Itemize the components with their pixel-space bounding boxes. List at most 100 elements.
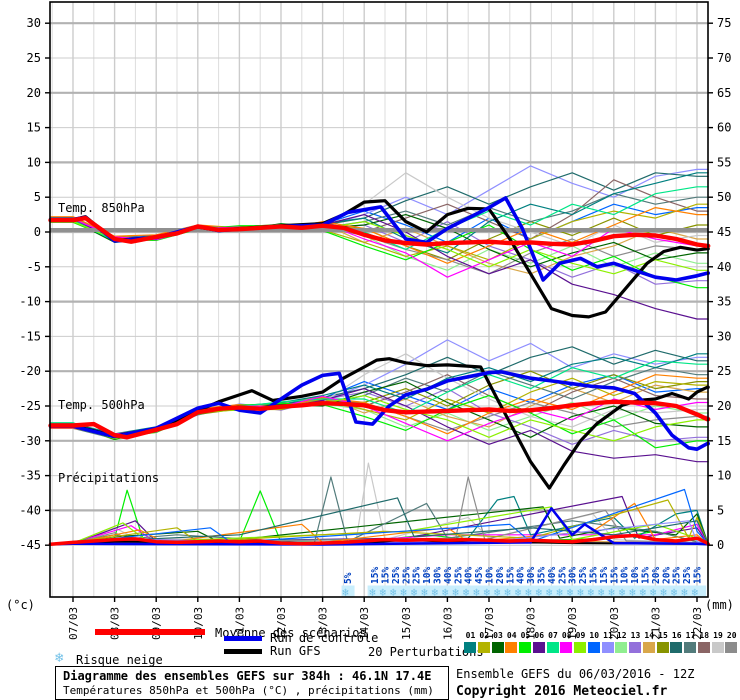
- legend-control-label: Run de contrôle: [270, 631, 379, 645]
- left-axis-tick-label: -45: [19, 538, 41, 552]
- left-axis-tick-label: -5: [27, 260, 41, 274]
- perturbation-swatch-06: 06: [532, 631, 546, 653]
- perturbation-number: 01: [465, 631, 476, 640]
- snowflake-icon: ❄: [567, 586, 574, 599]
- legend-gfs-line-sample: [224, 649, 262, 654]
- gfs-line-t500: [48, 357, 710, 490]
- member-line-02-precip: [49, 499, 709, 545]
- perturbation-number: 02: [479, 631, 490, 640]
- snowflake-icon: ❄: [463, 586, 470, 599]
- perturbation-color-box: [587, 642, 600, 653]
- snow-risk-percent: 10%: [630, 567, 641, 584]
- snow-risk-percent: 25%: [557, 567, 568, 584]
- right-axis-tick-label: 70: [717, 51, 731, 65]
- perturbation-number: 07: [548, 631, 558, 640]
- legend-mean-line-sample: [95, 629, 205, 635]
- perturbation-number: 17: [685, 631, 696, 640]
- x-axis-date-label: 21/03: [649, 607, 662, 640]
- snowflake-icon: ❄: [442, 586, 449, 599]
- perturbation-number: 09: [575, 631, 586, 640]
- perturbation-swatch-02: 02: [477, 631, 491, 653]
- snow-risk-percent: 15%: [609, 567, 620, 584]
- snowflake-icon: ❄: [640, 586, 647, 599]
- perturbation-color-box: [491, 642, 504, 653]
- member-line-04-t850: [49, 207, 709, 264]
- snow-risk-percent: 15%: [370, 567, 381, 584]
- snow-risk-percent: 40%: [547, 567, 558, 584]
- snow-risk-percent: 45%: [474, 567, 485, 584]
- perturbation-swatch-12: 12: [615, 631, 628, 653]
- left-axis-tick-label: -35: [19, 469, 41, 483]
- left-axis-tick-label: -40: [19, 503, 41, 517]
- right-axis-tick-label: 45: [717, 225, 731, 239]
- member-line-07-t500: [49, 360, 709, 439]
- snowflake-icon: ❄: [380, 586, 387, 599]
- snowflake-icon: ❄: [629, 586, 636, 599]
- snow-risk-percent: 25%: [453, 567, 464, 584]
- perturbation-color-box: [615, 642, 628, 653]
- snow-risk-percent: 25%: [391, 567, 402, 584]
- perturbation-number: 13: [630, 631, 641, 640]
- snow-risk-percent: 5%: [343, 572, 354, 584]
- left-axis-tick-label: -30: [19, 434, 41, 448]
- perturbation-swatch-10: 10: [587, 631, 601, 653]
- left-axis-tick-label: -10: [19, 295, 41, 309]
- panel-label-500: Temp. 500hPa: [58, 398, 145, 412]
- perturbation-color-box: [711, 642, 724, 653]
- perturbation-number: 15: [658, 631, 668, 640]
- snow-risk-percent: 25%: [578, 567, 589, 584]
- x-axis-date-label: 20/03: [608, 607, 621, 640]
- perturbation-color-box: [464, 642, 476, 653]
- left-axis-tick-label: 10: [27, 155, 41, 169]
- x-axis-date-label: 10/03: [192, 607, 205, 640]
- snow-risk-percent: 35%: [537, 567, 548, 584]
- perturbation-number: 14: [644, 631, 655, 640]
- right-axis-tick-label: 0: [717, 538, 724, 552]
- snowflake-icon: ❄: [55, 650, 64, 666]
- perturbation-color-box: [601, 642, 614, 653]
- perturbation-color-box: [532, 642, 545, 653]
- snowflake-icon: ❄: [671, 586, 678, 599]
- snowflake-icon: ❄: [525, 586, 532, 599]
- snowflake-icon: ❄: [660, 586, 667, 599]
- perturbation-number: 05: [520, 631, 531, 640]
- left-axis-tick-label: -20: [19, 364, 41, 378]
- snowflake-icon: ❄: [650, 586, 657, 599]
- snow-risk-percent: 20%: [651, 567, 662, 584]
- snowflake-icon: ❄: [390, 586, 397, 599]
- left-axis-unit: (°c): [6, 598, 35, 612]
- perturbation-swatch-09: 09: [574, 631, 587, 653]
- left-axis-tick-label: 30: [27, 16, 41, 30]
- perturbation-color-box: [477, 642, 490, 653]
- perturbation-swatch-03: 03: [491, 631, 505, 653]
- perturbation-number: 06: [534, 631, 545, 640]
- left-axis-tick-label: 0: [34, 225, 41, 239]
- perturbation-color-box: [560, 642, 573, 653]
- left-axis-tick-label: -15: [19, 329, 41, 343]
- left-axis-tick-label: 5: [34, 190, 41, 204]
- snow-risk-percent: 40%: [443, 567, 454, 584]
- mean-line-precip: [48, 533, 710, 546]
- snowflake-icon: ❄: [400, 586, 407, 599]
- snow-risk-percent: 30%: [526, 567, 537, 584]
- snowflake-icon: ❄: [681, 586, 688, 599]
- snowflake-icon: ❄: [342, 586, 349, 599]
- right-axis-tick-label: 20: [717, 399, 731, 413]
- diagram-title: Diagramme des ensembles GEFS sur 384h : …: [63, 669, 432, 683]
- diagram-subtitle: Températures 850hPa et 500hPa (°C) , pré…: [63, 684, 434, 697]
- x-axis-date-label: 15/03: [400, 607, 413, 640]
- snowflake-icon: ❄: [577, 586, 584, 599]
- perturbation-swatch-04: 04: [505, 631, 518, 653]
- snowflake-icon: ❄: [588, 586, 595, 599]
- snowflake-icon: ❄: [411, 586, 418, 599]
- snow-risk-percent: 15%: [505, 567, 516, 584]
- right-axis-tick-label: 55: [717, 155, 731, 169]
- perturbation-color-box: [519, 642, 531, 653]
- perturbation-swatch-13: 13: [629, 631, 642, 653]
- x-axis-date-label: 08/03: [109, 607, 122, 640]
- perturbation-swatch-16: 16: [670, 631, 683, 653]
- perturbation-number: 11: [603, 631, 613, 640]
- control-line-precip: [49, 507, 710, 546]
